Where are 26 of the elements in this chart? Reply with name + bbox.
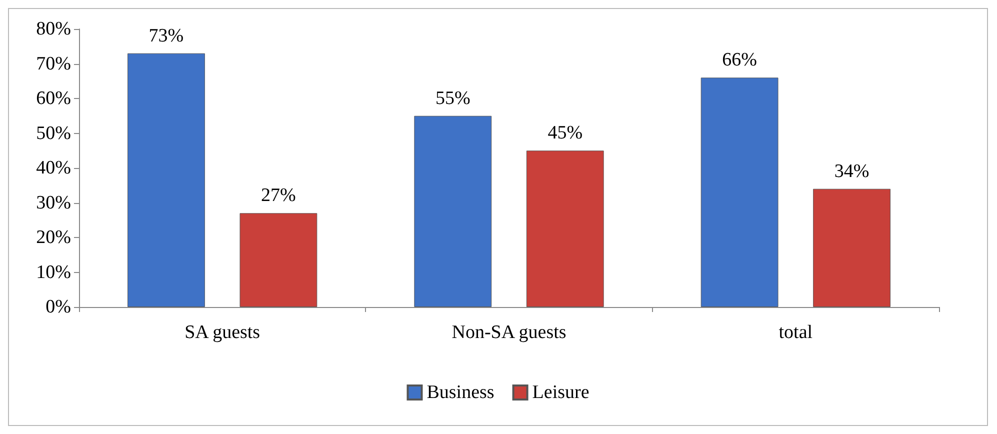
bar [813,188,890,307]
y-tick-label: 20% [36,227,72,248]
data-label: 66% [722,50,758,71]
legend-label: Leisure [532,382,590,403]
y-tick-label: 80% [36,18,72,40]
data-label: 73% [148,25,184,46]
y-tick-label: 40% [36,158,72,178]
y-tick-label: 50% [36,122,72,144]
y-tick-label: 10% [36,262,72,283]
bar [700,78,778,307]
data-label: 34% [834,160,870,182]
data-label: 55% [435,88,470,109]
legend-label: Business [426,382,494,403]
data-label: 45% [548,122,583,144]
bar [128,53,205,307]
x-tick-label: Non-SA guests [452,322,566,343]
bar [526,150,604,307]
y-tick-label: 0% [46,296,72,318]
x-tick-label: SA guests [184,322,260,343]
y-tick-label: 60% [36,88,72,109]
data-label: 27% [261,185,296,206]
y-tick-label: 70% [36,53,72,74]
x-tick-label: total [778,322,813,343]
bar [240,213,318,307]
y-tick-label: 30% [36,192,72,214]
bar [414,116,492,307]
